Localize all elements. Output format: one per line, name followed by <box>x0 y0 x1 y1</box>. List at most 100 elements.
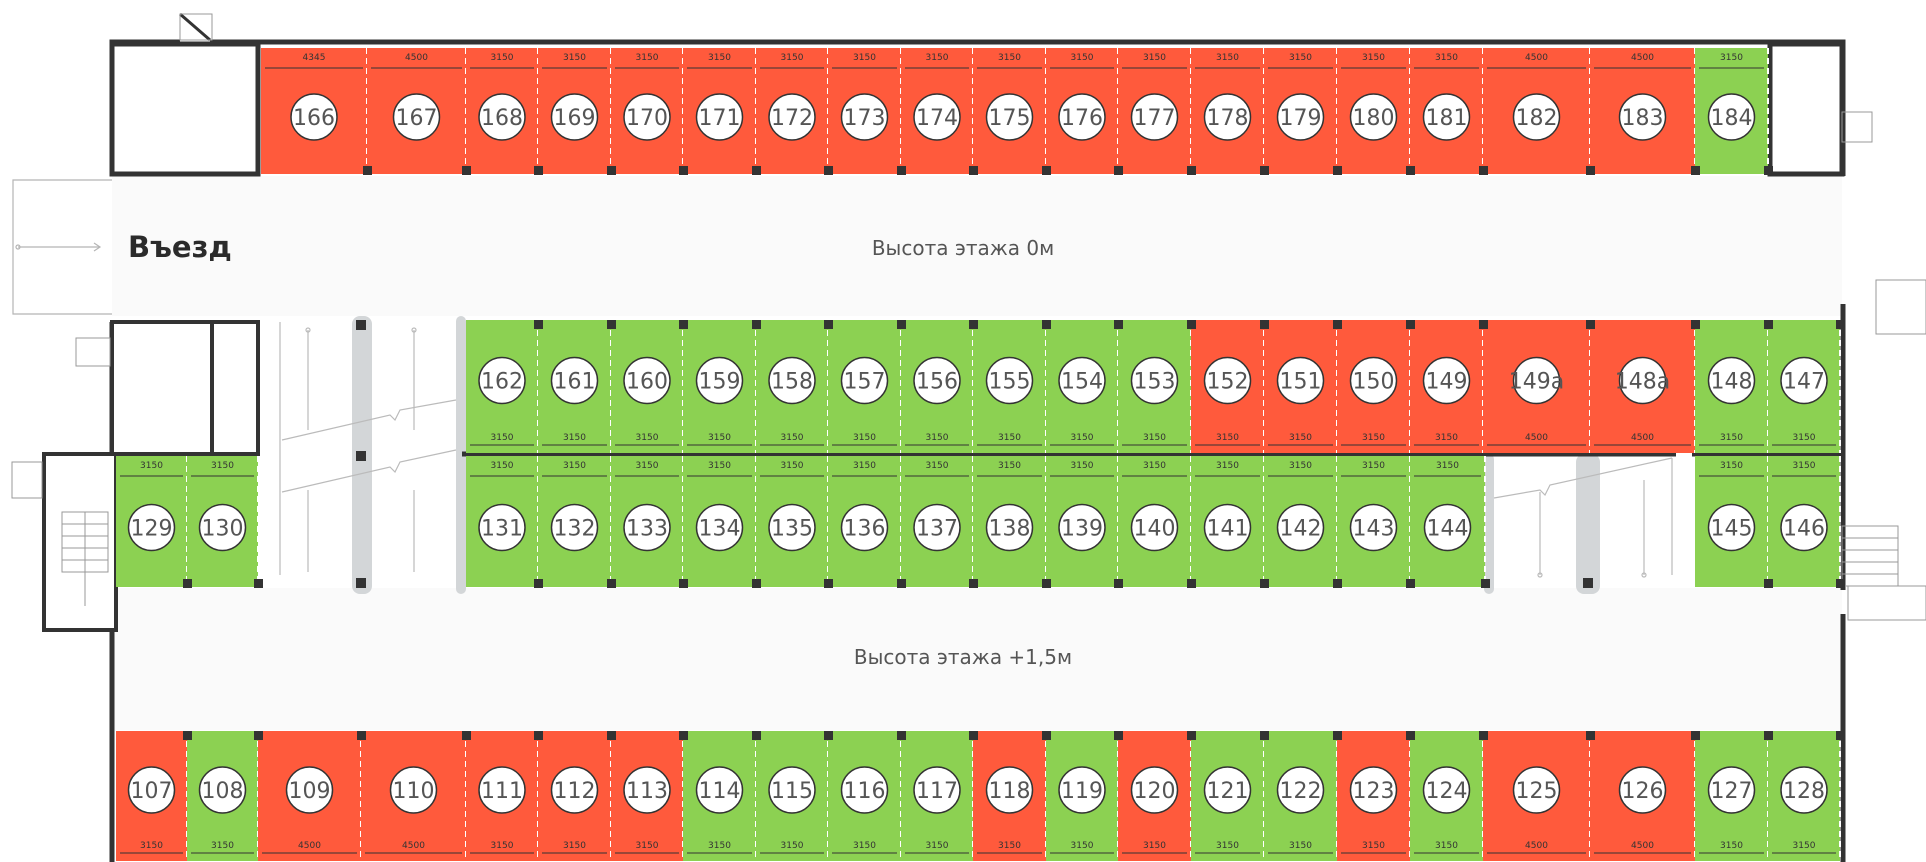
parking-spot-111[interactable]: 3150 111 <box>466 731 539 861</box>
parking-spot-141[interactable]: 3150 141 <box>1191 456 1265 587</box>
parking-spot-177[interactable]: 3150 177 <box>1118 48 1192 174</box>
column-marker <box>1586 320 1595 329</box>
spot-width-label: 3150 <box>1071 433 1094 443</box>
parking-spot-171[interactable]: 3150 171 <box>683 48 757 174</box>
spot-number: 140 <box>1134 517 1176 542</box>
parking-spot-121[interactable]: 3150 121 <box>1191 731 1265 861</box>
column-marker <box>1042 166 1051 175</box>
parking-spot-146[interactable]: 3150 146 <box>1768 456 1841 587</box>
parking-spot-160[interactable]: 3150 160 <box>611 320 684 453</box>
parking-spot-142[interactable]: 3150 142 <box>1264 456 1338 587</box>
parking-spot-115[interactable]: 3150 115 <box>756 731 829 861</box>
spot-number: 133 <box>626 517 668 542</box>
parking-spot-155[interactable]: 3150 155 <box>973 320 1047 453</box>
parking-spot-158[interactable]: 3150 158 <box>756 320 829 453</box>
spot-number: 166 <box>293 106 335 131</box>
parking-spot-143[interactable]: 3150 143 <box>1337 456 1411 587</box>
parking-spot-133[interactable]: 3150 133 <box>611 456 684 587</box>
parking-spot-112[interactable]: 3150 112 <box>538 731 612 861</box>
parking-spot-149[interactable]: 3150 149 <box>1410 320 1484 453</box>
parking-spot-137[interactable]: 3150 137 <box>901 456 974 587</box>
parking-spot-174[interactable]: 3150 174 <box>901 48 974 174</box>
parking-spot-129[interactable]: 3150 129 <box>116 456 188 587</box>
parking-spot-176[interactable]: 3150 176 <box>1046 48 1119 174</box>
parking-spot-135[interactable]: 3150 135 <box>756 456 829 587</box>
parking-spot-114[interactable]: 3150 114 <box>683 731 757 861</box>
parking-spot-126[interactable]: 4500 126 <box>1590 731 1696 861</box>
parking-spot-179[interactable]: 3150 179 <box>1264 48 1338 174</box>
parking-spot-183[interactable]: 4500 183 <box>1590 48 1696 174</box>
parking-spot-157[interactable]: 3150 157 <box>828 320 902 453</box>
parking-spot-151[interactable]: 3150 151 <box>1264 320 1338 453</box>
spot-width-label: 3150 <box>926 841 949 851</box>
parking-spot-150[interactable]: 3150 150 <box>1337 320 1411 453</box>
parking-spot-184[interactable]: 3150 184 <box>1695 48 1769 174</box>
parking-spot-128[interactable]: 3150 128 <box>1768 731 1841 861</box>
parking-spot-167[interactable]: 4500 167 <box>367 48 467 174</box>
spot-number: 116 <box>844 779 886 804</box>
parking-spot-108[interactable]: 3150 108 <box>187 731 259 861</box>
parking-spot-113[interactable]: 3150 113 <box>611 731 684 861</box>
parking-spot-168[interactable]: 3150 168 <box>466 48 539 174</box>
parking-spot-154[interactable]: 3150 154 <box>1046 320 1119 453</box>
parking-spot-159[interactable]: 3150 159 <box>683 320 757 453</box>
spot-width-label: 4500 <box>1525 53 1548 63</box>
parking-spot-148[interactable]: 3150 148 <box>1695 320 1769 453</box>
parking-spot-152[interactable]: 3150 152 <box>1191 320 1265 453</box>
parking-spot-153[interactable]: 3150 153 <box>1118 320 1192 453</box>
parking-spot-170[interactable]: 3150 170 <box>611 48 684 174</box>
parking-spot-117[interactable]: 3150 117 <box>901 731 974 861</box>
column-marker <box>1260 320 1269 329</box>
parking-spot-178[interactable]: 3150 178 <box>1191 48 1265 174</box>
parking-spot-110[interactable]: 4500 110 <box>361 731 467 861</box>
parking-spot-107[interactable]: 3150 107 <box>116 731 188 861</box>
column-marker <box>1042 320 1051 329</box>
parking-spot-156[interactable]: 3150 156 <box>901 320 974 453</box>
column-marker <box>1333 579 1342 588</box>
parking-spot-116[interactable]: 3150 116 <box>828 731 902 861</box>
spot-number: 175 <box>989 106 1031 131</box>
parking-spot-131[interactable]: 3150 131 <box>466 456 539 587</box>
parking-spot-132[interactable]: 3150 132 <box>538 456 612 587</box>
parking-spot-120[interactable]: 3150 120 <box>1118 731 1192 861</box>
parking-spot-180[interactable]: 3150 180 <box>1337 48 1411 174</box>
parking-spot-138[interactable]: 3150 138 <box>973 456 1047 587</box>
parking-spot-144[interactable]: 3150 144 <box>1410 456 1486 587</box>
parking-spot-173[interactable]: 3150 173 <box>828 48 902 174</box>
parking-spot-122[interactable]: 3150 122 <box>1264 731 1338 861</box>
parking-spot-169[interactable]: 3150 169 <box>538 48 612 174</box>
parking-spot-118[interactable]: 3150 118 <box>973 731 1047 861</box>
parking-spot-166[interactable]: 4345 166 <box>261 48 368 174</box>
parking-spot-172[interactable]: 3150 172 <box>756 48 829 174</box>
parking-spot-139[interactable]: 3150 139 <box>1046 456 1119 587</box>
parking-spot-149а[interactable]: 4500 149а <box>1483 320 1591 453</box>
parking-spot-161[interactable]: 3150 161 <box>538 320 612 453</box>
parking-spot-125[interactable]: 4500 125 <box>1483 731 1591 861</box>
column-marker <box>1764 166 1773 175</box>
parking-spot-134[interactable]: 3150 134 <box>683 456 757 587</box>
spot-number: 108 <box>202 779 244 804</box>
spot-number: 117 <box>916 779 958 804</box>
spot-number: 129 <box>131 517 173 542</box>
parking-spot-119[interactable]: 3150 119 <box>1046 731 1119 861</box>
parking-spot-130[interactable]: 3150 130 <box>187 456 259 587</box>
parking-spot-148а[interactable]: 4500 148а <box>1590 320 1696 453</box>
spot-number: 126 <box>1622 779 1664 804</box>
parking-spot-175[interactable]: 3150 175 <box>973 48 1047 174</box>
parking-spot-136[interactable]: 3150 136 <box>828 456 902 587</box>
parking-spot-182[interactable]: 4500 182 <box>1483 48 1591 174</box>
parking-spot-109[interactable]: 4500 109 <box>258 731 362 861</box>
parking-spot-162[interactable]: 3150 162 <box>466 320 539 453</box>
parking-spot-181[interactable]: 3150 181 <box>1410 48 1484 174</box>
parking-spot-123[interactable]: 3150 123 <box>1337 731 1411 861</box>
parking-spot-124[interactable]: 3150 124 <box>1410 731 1484 861</box>
parking-spot-127[interactable]: 3150 127 <box>1695 731 1769 861</box>
parking-spot-145[interactable]: 3150 145 <box>1695 456 1769 587</box>
spot-number: 128 <box>1783 779 1825 804</box>
spot-number: 153 <box>1134 370 1176 395</box>
spot-number: 161 <box>554 370 596 395</box>
spot-number: 142 <box>1280 517 1322 542</box>
parking-spot-140[interactable]: 3150 140 <box>1118 456 1192 587</box>
column-marker <box>1333 731 1342 740</box>
parking-spot-147[interactable]: 3150 147 <box>1768 320 1841 453</box>
